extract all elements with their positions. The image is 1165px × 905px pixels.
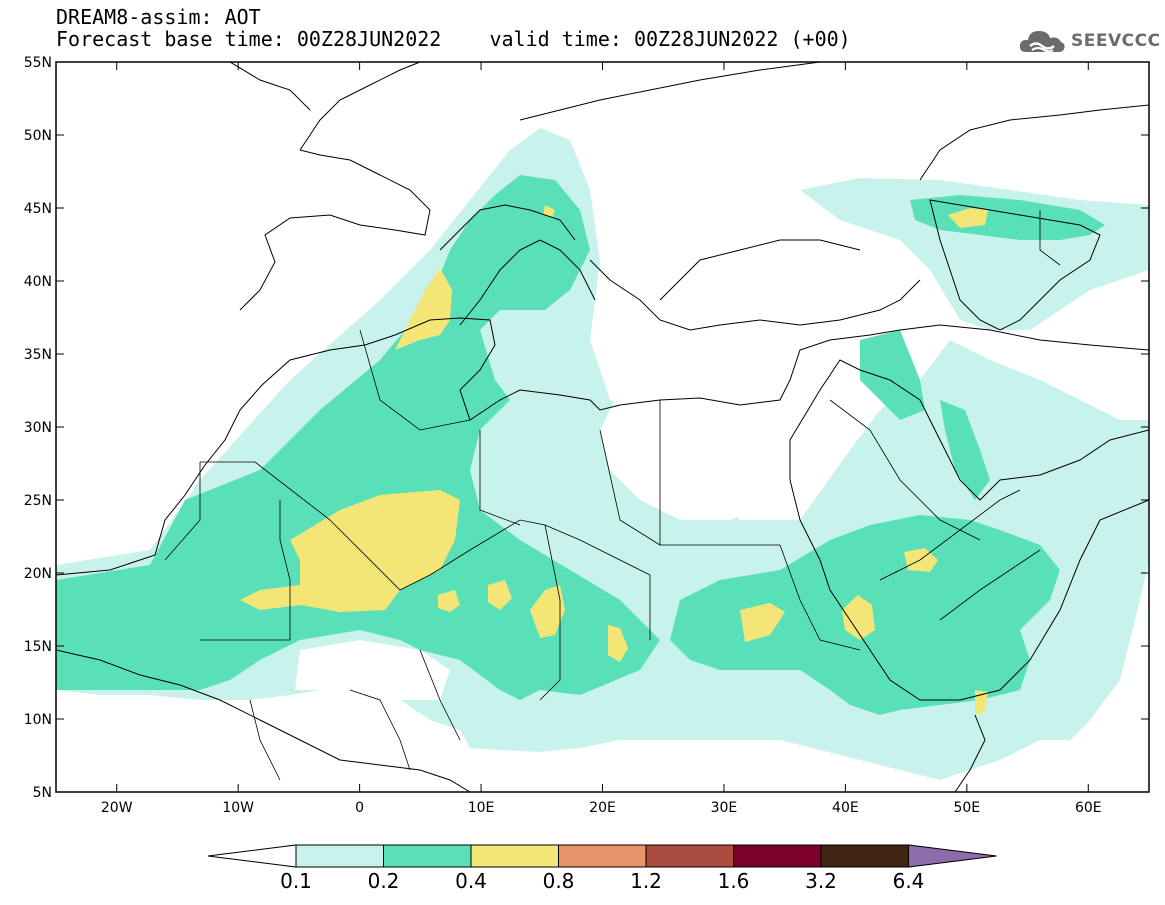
lat-tick-label: 40N [24, 274, 52, 290]
colorbar-segment [645, 844, 734, 868]
lat-tick-label: 30N [24, 420, 52, 436]
colorbar-label: 0.2 [368, 869, 400, 893]
lat-tick-label: 5N [33, 785, 52, 801]
lon-tick-label: 60E [1075, 800, 1102, 816]
colorbar-segment [383, 844, 472, 868]
colorbar-over-arrow [908, 844, 997, 868]
colorbar-label: 1.2 [630, 869, 662, 893]
lat-tick-label: 25N [24, 493, 52, 509]
aot-field [56, 128, 1149, 780]
lon-tick-label: 20W [101, 800, 133, 816]
seevccc-logo: SEEVCCC [1018, 26, 1161, 56]
forecast-time-line: Forecast base time: 00Z28JUN2022 valid t… [56, 27, 851, 51]
colorbar-segment [295, 844, 384, 868]
lon-tick-label: 0 [355, 800, 364, 816]
lat-tick-label: 15N [24, 639, 52, 655]
aot-low-areas [295, 390, 790, 700]
lat-tick-label: 10N [24, 712, 52, 728]
chart-header: DREAM8-assim: AOT Forecast base time: 00… [56, 6, 851, 50]
colorbar: 0.1 0.2 0.4 0.8 1.2 1.6 3.2 6.4 [207, 844, 997, 893]
lat-tick-label: 45N [24, 201, 52, 217]
chart-title: DREAM8-assim: AOT [56, 5, 261, 29]
lon-tick-label: 10W [222, 800, 254, 816]
lon-tick-label: 10E [468, 800, 495, 816]
longitude-axis: 20W 10W 0 10E 20E 30E 40E 50E 60E [101, 62, 1102, 816]
colorbar-segment [470, 844, 559, 868]
lon-tick-label: 20E [589, 800, 616, 816]
colorbar-label: 3.2 [805, 869, 837, 893]
aot-band-0.4 [240, 205, 988, 715]
logo-text: SEEVCCC [1071, 31, 1161, 51]
colorbar-under-arrow [207, 844, 297, 868]
colorbar-segment [820, 844, 909, 868]
cloud-icon [1019, 31, 1065, 53]
lat-tick-label: 55N [24, 55, 52, 71]
coastlines [56, 62, 1149, 792]
lon-tick-label: 50E [953, 800, 980, 816]
colorbar-label: 1.6 [718, 869, 750, 893]
colorbar-segment [733, 844, 822, 868]
lat-tick-label: 35N [24, 347, 52, 363]
lat-tick-label: 20N [24, 566, 52, 582]
latitude-axis: 55N 50N 45N 40N 35N 30N 25N 20N 15N 10N 5N [24, 55, 1149, 801]
colorbar-label: 0.4 [455, 869, 487, 893]
colorbar-label: 6.4 [893, 869, 925, 893]
lon-tick-label: 30E [711, 800, 738, 816]
lon-tick-label: 40E [832, 800, 859, 816]
lat-tick-label: 50N [24, 128, 52, 144]
colorbar-segment [558, 844, 647, 868]
colorbar-label: 0.8 [543, 869, 575, 893]
colorbar-label: 0.1 [280, 869, 312, 893]
country-borders [164, 210, 1061, 781]
